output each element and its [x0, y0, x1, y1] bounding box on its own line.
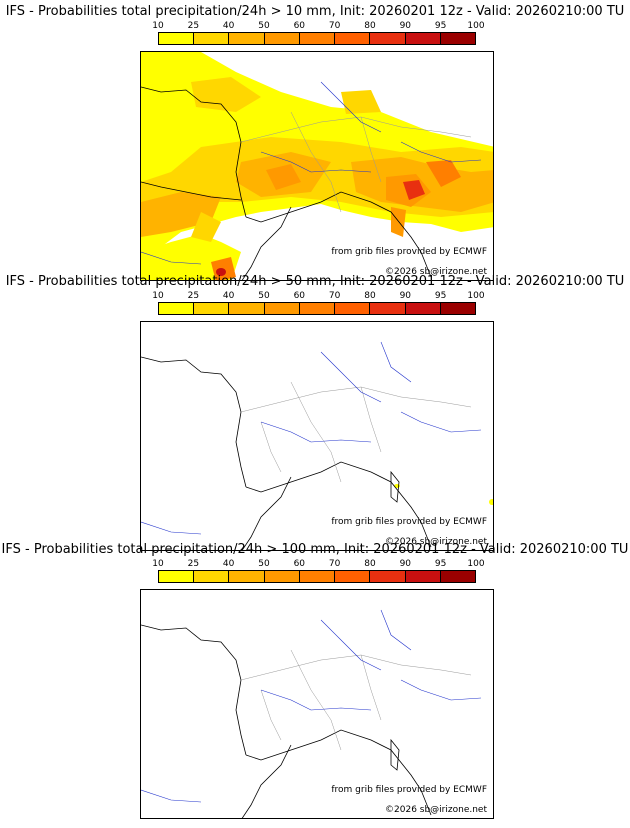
colorbar-tick: 50 [258, 21, 270, 31]
colorbar-segment [229, 303, 265, 314]
colorbar-tick: 80 [364, 291, 376, 301]
colorbar-segment [335, 33, 371, 44]
colorbar-segment [335, 303, 371, 314]
colorbar-tick: 70 [328, 21, 341, 31]
colorbar-tick: 80 [364, 559, 376, 569]
precip-field [141, 52, 493, 280]
map-canvas [141, 52, 493, 280]
colorbar-segment [229, 33, 265, 44]
colorbar-tick: 60 [293, 559, 306, 569]
colorbar-segment [370, 303, 406, 314]
colorbar-tick: 50 [258, 291, 270, 301]
colorbar-tick: 40 [222, 21, 235, 31]
source-credit: from grib files provided by ECMWF [331, 785, 487, 795]
colorbar-segment [370, 33, 406, 44]
colorbar-tick: 10 [152, 21, 164, 31]
colorbar-tick: 25 [187, 21, 200, 31]
colorbar-segment [159, 303, 195, 314]
panel-title: IFS - Probabilities total precipitation/… [5, 274, 625, 289]
colorbar-tick: 80 [364, 21, 376, 31]
colorbar-ticks: 10 25 40 50 60 70 80 90 95 100 [152, 291, 484, 303]
colorbar-tick: 10 [152, 559, 164, 569]
rivers [141, 609, 482, 803]
colorbar-tick: 70 [328, 559, 341, 569]
colorbar-segment [194, 303, 230, 314]
colorbar-ticks: 10 25 40 50 60 70 80 90 95 100 [152, 21, 484, 33]
colorbar-segment [405, 303, 441, 314]
colorbar [158, 32, 476, 45]
colorbar-tick: 40 [222, 291, 235, 301]
colorbar-segment [194, 571, 230, 582]
colorbar-tick: 90 [399, 21, 412, 31]
colorbar-tick: 70 [328, 291, 341, 301]
colorbar-segment [159, 33, 195, 44]
borders [240, 381, 472, 483]
colorbar-segment [299, 571, 336, 582]
copyright-credit: ©2026 sb@irizone.net [385, 805, 487, 815]
colorbar-tick: 60 [293, 21, 306, 31]
precip-map: from grib files provided by ECMWF ©2026 … [140, 321, 494, 551]
precip-field [394, 484, 493, 505]
coastlines [141, 624, 432, 818]
coastlines [141, 86, 432, 280]
colorbar-tick: 40 [222, 559, 235, 569]
colorbar-tick: 50 [258, 559, 270, 569]
colorbar-segment [229, 571, 265, 582]
precip-map: from grib files provided by ECMWF ©2026 … [140, 589, 494, 819]
copyright-credit: ©2026 sb@irizone.net [385, 537, 487, 547]
colorbar-segment [264, 33, 300, 44]
colorbar-segment [440, 571, 475, 582]
colorbar-segment [335, 571, 371, 582]
rivers [141, 81, 482, 265]
panel-100mm: IFS - Probabilities total precipitation/… [0, 542, 630, 819]
colorbar-segment [405, 571, 441, 582]
panel-title: IFS - Probabilities total precipitation/… [1, 542, 629, 557]
colorbar-tick: 25 [187, 291, 200, 301]
copyright-credit: ©2026 sb@irizone.net [385, 267, 487, 277]
precip-map: from grib files provided by ECMWF ©2026 … [140, 51, 494, 281]
colorbar-ticks: 10 25 40 50 60 70 80 90 95 100 [152, 559, 484, 571]
colorbar-segment [370, 571, 406, 582]
colorbar-tick: 90 [399, 291, 412, 301]
colorbar-tick: 100 [467, 559, 485, 569]
borders [240, 111, 472, 213]
panel-title: IFS - Probabilities total precipitation/… [5, 4, 625, 19]
colorbar-segment [440, 303, 475, 314]
colorbar-segment [264, 303, 300, 314]
colorbar-tick: 10 [152, 291, 164, 301]
rivers [141, 341, 482, 535]
colorbar-tick: 100 [467, 291, 485, 301]
map-canvas [141, 341, 493, 550]
colorbar-segment [194, 33, 230, 44]
colorbar-tick: 95 [434, 559, 447, 569]
map-canvas [141, 609, 482, 818]
panel-10mm: IFS - Probabilities total precipitation/… [0, 4, 630, 281]
colorbar-tick: 95 [434, 291, 447, 301]
colorbar-tick: 100 [467, 21, 485, 31]
source-credit: from grib files provided by ECMWF [331, 247, 487, 257]
borders [240, 649, 472, 751]
colorbar-tick: 90 [399, 559, 412, 569]
colorbar-tick: 60 [293, 291, 306, 301]
colorbar-tick: 25 [187, 559, 200, 569]
colorbar [158, 570, 476, 583]
colorbar-segment [440, 33, 475, 44]
source-credit: from grib files provided by ECMWF [331, 517, 487, 527]
colorbar-tick: 95 [434, 21, 447, 31]
panel-50mm: IFS - Probabilities total precipitation/… [0, 274, 630, 551]
colorbar-segment [405, 33, 441, 44]
colorbar-segment [299, 33, 336, 44]
colorbar-segment [299, 303, 336, 314]
coastlines [141, 356, 432, 550]
colorbar [158, 302, 476, 315]
colorbar-segment [264, 571, 300, 582]
colorbar-segment [159, 571, 195, 582]
